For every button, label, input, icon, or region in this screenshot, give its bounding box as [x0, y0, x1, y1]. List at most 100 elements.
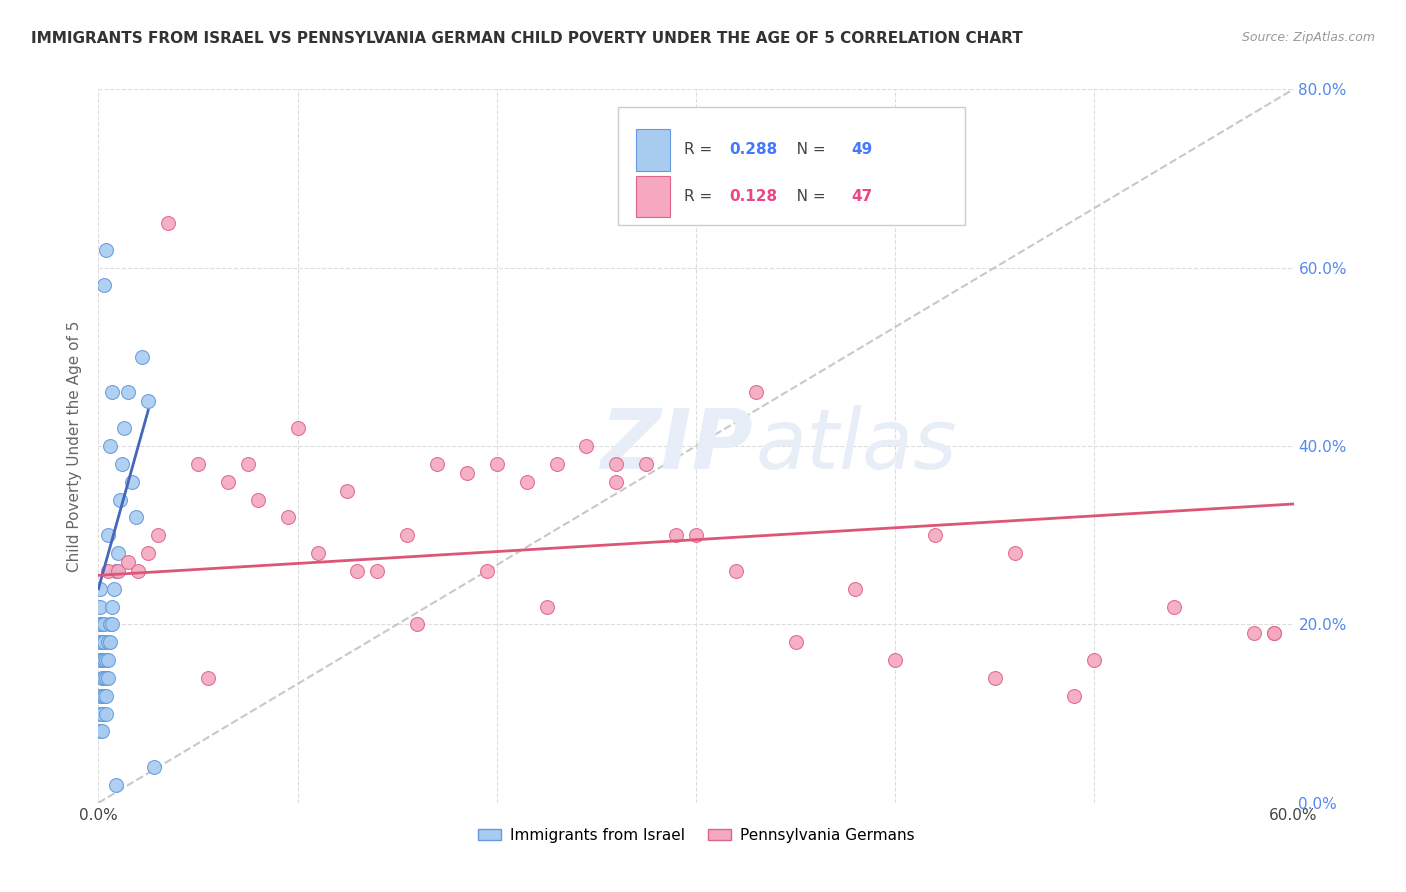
- Point: [101, 385, 124, 400]
- Point: [101, 617, 124, 632]
- Point: [187, 457, 209, 471]
- Point: [93, 653, 115, 667]
- Point: [93, 278, 115, 293]
- Point: [1263, 626, 1285, 640]
- Point: [91, 635, 114, 649]
- Text: Source: ZipAtlas.com: Source: ZipAtlas.com: [1241, 31, 1375, 45]
- Point: [117, 385, 139, 400]
- Point: [91, 671, 114, 685]
- Point: [287, 421, 309, 435]
- Point: [148, 528, 170, 542]
- Point: [98, 635, 122, 649]
- Point: [346, 564, 368, 578]
- Point: [366, 564, 388, 578]
- Point: [1243, 626, 1265, 640]
- Point: [157, 216, 180, 230]
- Point: [96, 706, 118, 721]
- Point: [984, 671, 1007, 685]
- Point: [97, 671, 120, 685]
- Point: [89, 582, 111, 596]
- Point: [89, 724, 111, 739]
- Text: N =: N =: [782, 143, 831, 157]
- Point: [605, 475, 627, 489]
- Point: [91, 724, 114, 739]
- Point: [1083, 653, 1105, 667]
- Point: [785, 635, 807, 649]
- Point: [112, 421, 135, 435]
- Point: [93, 689, 115, 703]
- Point: [475, 564, 498, 578]
- Point: [125, 510, 148, 524]
- Point: [217, 475, 239, 489]
- Point: [127, 564, 149, 578]
- Point: [485, 457, 508, 471]
- Point: [131, 350, 153, 364]
- Point: [277, 510, 299, 524]
- Text: N =: N =: [782, 189, 831, 203]
- Point: [536, 599, 558, 614]
- Point: [93, 635, 115, 649]
- Point: [197, 671, 219, 685]
- Point: [98, 439, 122, 453]
- Point: [246, 492, 269, 507]
- Point: [101, 599, 124, 614]
- Text: 0.288: 0.288: [730, 143, 778, 157]
- Point: [97, 528, 120, 542]
- Point: [121, 475, 143, 489]
- Point: [89, 689, 111, 703]
- Y-axis label: Child Poverty Under the Age of 5: Child Poverty Under the Age of 5: [67, 320, 83, 572]
- Point: [406, 617, 429, 632]
- Point: [117, 555, 139, 569]
- Point: [1263, 626, 1285, 640]
- Point: [724, 564, 747, 578]
- Point: [111, 457, 134, 471]
- Point: [107, 546, 129, 560]
- Text: 49: 49: [852, 143, 873, 157]
- FancyBboxPatch shape: [619, 107, 965, 225]
- Point: [89, 653, 111, 667]
- Point: [103, 582, 125, 596]
- Point: [924, 528, 946, 542]
- Point: [110, 492, 132, 507]
- Point: [98, 617, 122, 632]
- Point: [307, 546, 329, 560]
- Point: [96, 689, 118, 703]
- Point: [97, 653, 120, 667]
- Point: [456, 466, 478, 480]
- Point: [745, 385, 768, 400]
- Point: [91, 689, 114, 703]
- Point: [89, 635, 111, 649]
- Point: [93, 671, 115, 685]
- Point: [89, 599, 111, 614]
- Point: [1063, 689, 1085, 703]
- Bar: [637, 176, 669, 217]
- Bar: [637, 129, 669, 170]
- Point: [844, 582, 866, 596]
- Point: [107, 564, 129, 578]
- Point: [96, 653, 118, 667]
- Point: [665, 528, 688, 542]
- Point: [396, 528, 419, 542]
- Point: [516, 475, 538, 489]
- Point: [546, 457, 568, 471]
- Point: [336, 483, 359, 498]
- Point: [91, 617, 114, 632]
- Point: [91, 706, 114, 721]
- Text: 0.128: 0.128: [730, 189, 778, 203]
- Point: [97, 635, 120, 649]
- Point: [89, 706, 111, 721]
- Point: [1163, 599, 1185, 614]
- Text: R =: R =: [685, 189, 717, 203]
- Text: 47: 47: [852, 189, 873, 203]
- Point: [89, 617, 111, 632]
- Point: [636, 457, 658, 471]
- Point: [93, 617, 115, 632]
- Text: R =: R =: [685, 143, 717, 157]
- Point: [1004, 546, 1026, 560]
- Point: [96, 243, 118, 257]
- Point: [884, 653, 907, 667]
- Point: [96, 671, 118, 685]
- Point: [136, 394, 159, 409]
- Point: [605, 457, 627, 471]
- Text: ZIP: ZIP: [600, 406, 754, 486]
